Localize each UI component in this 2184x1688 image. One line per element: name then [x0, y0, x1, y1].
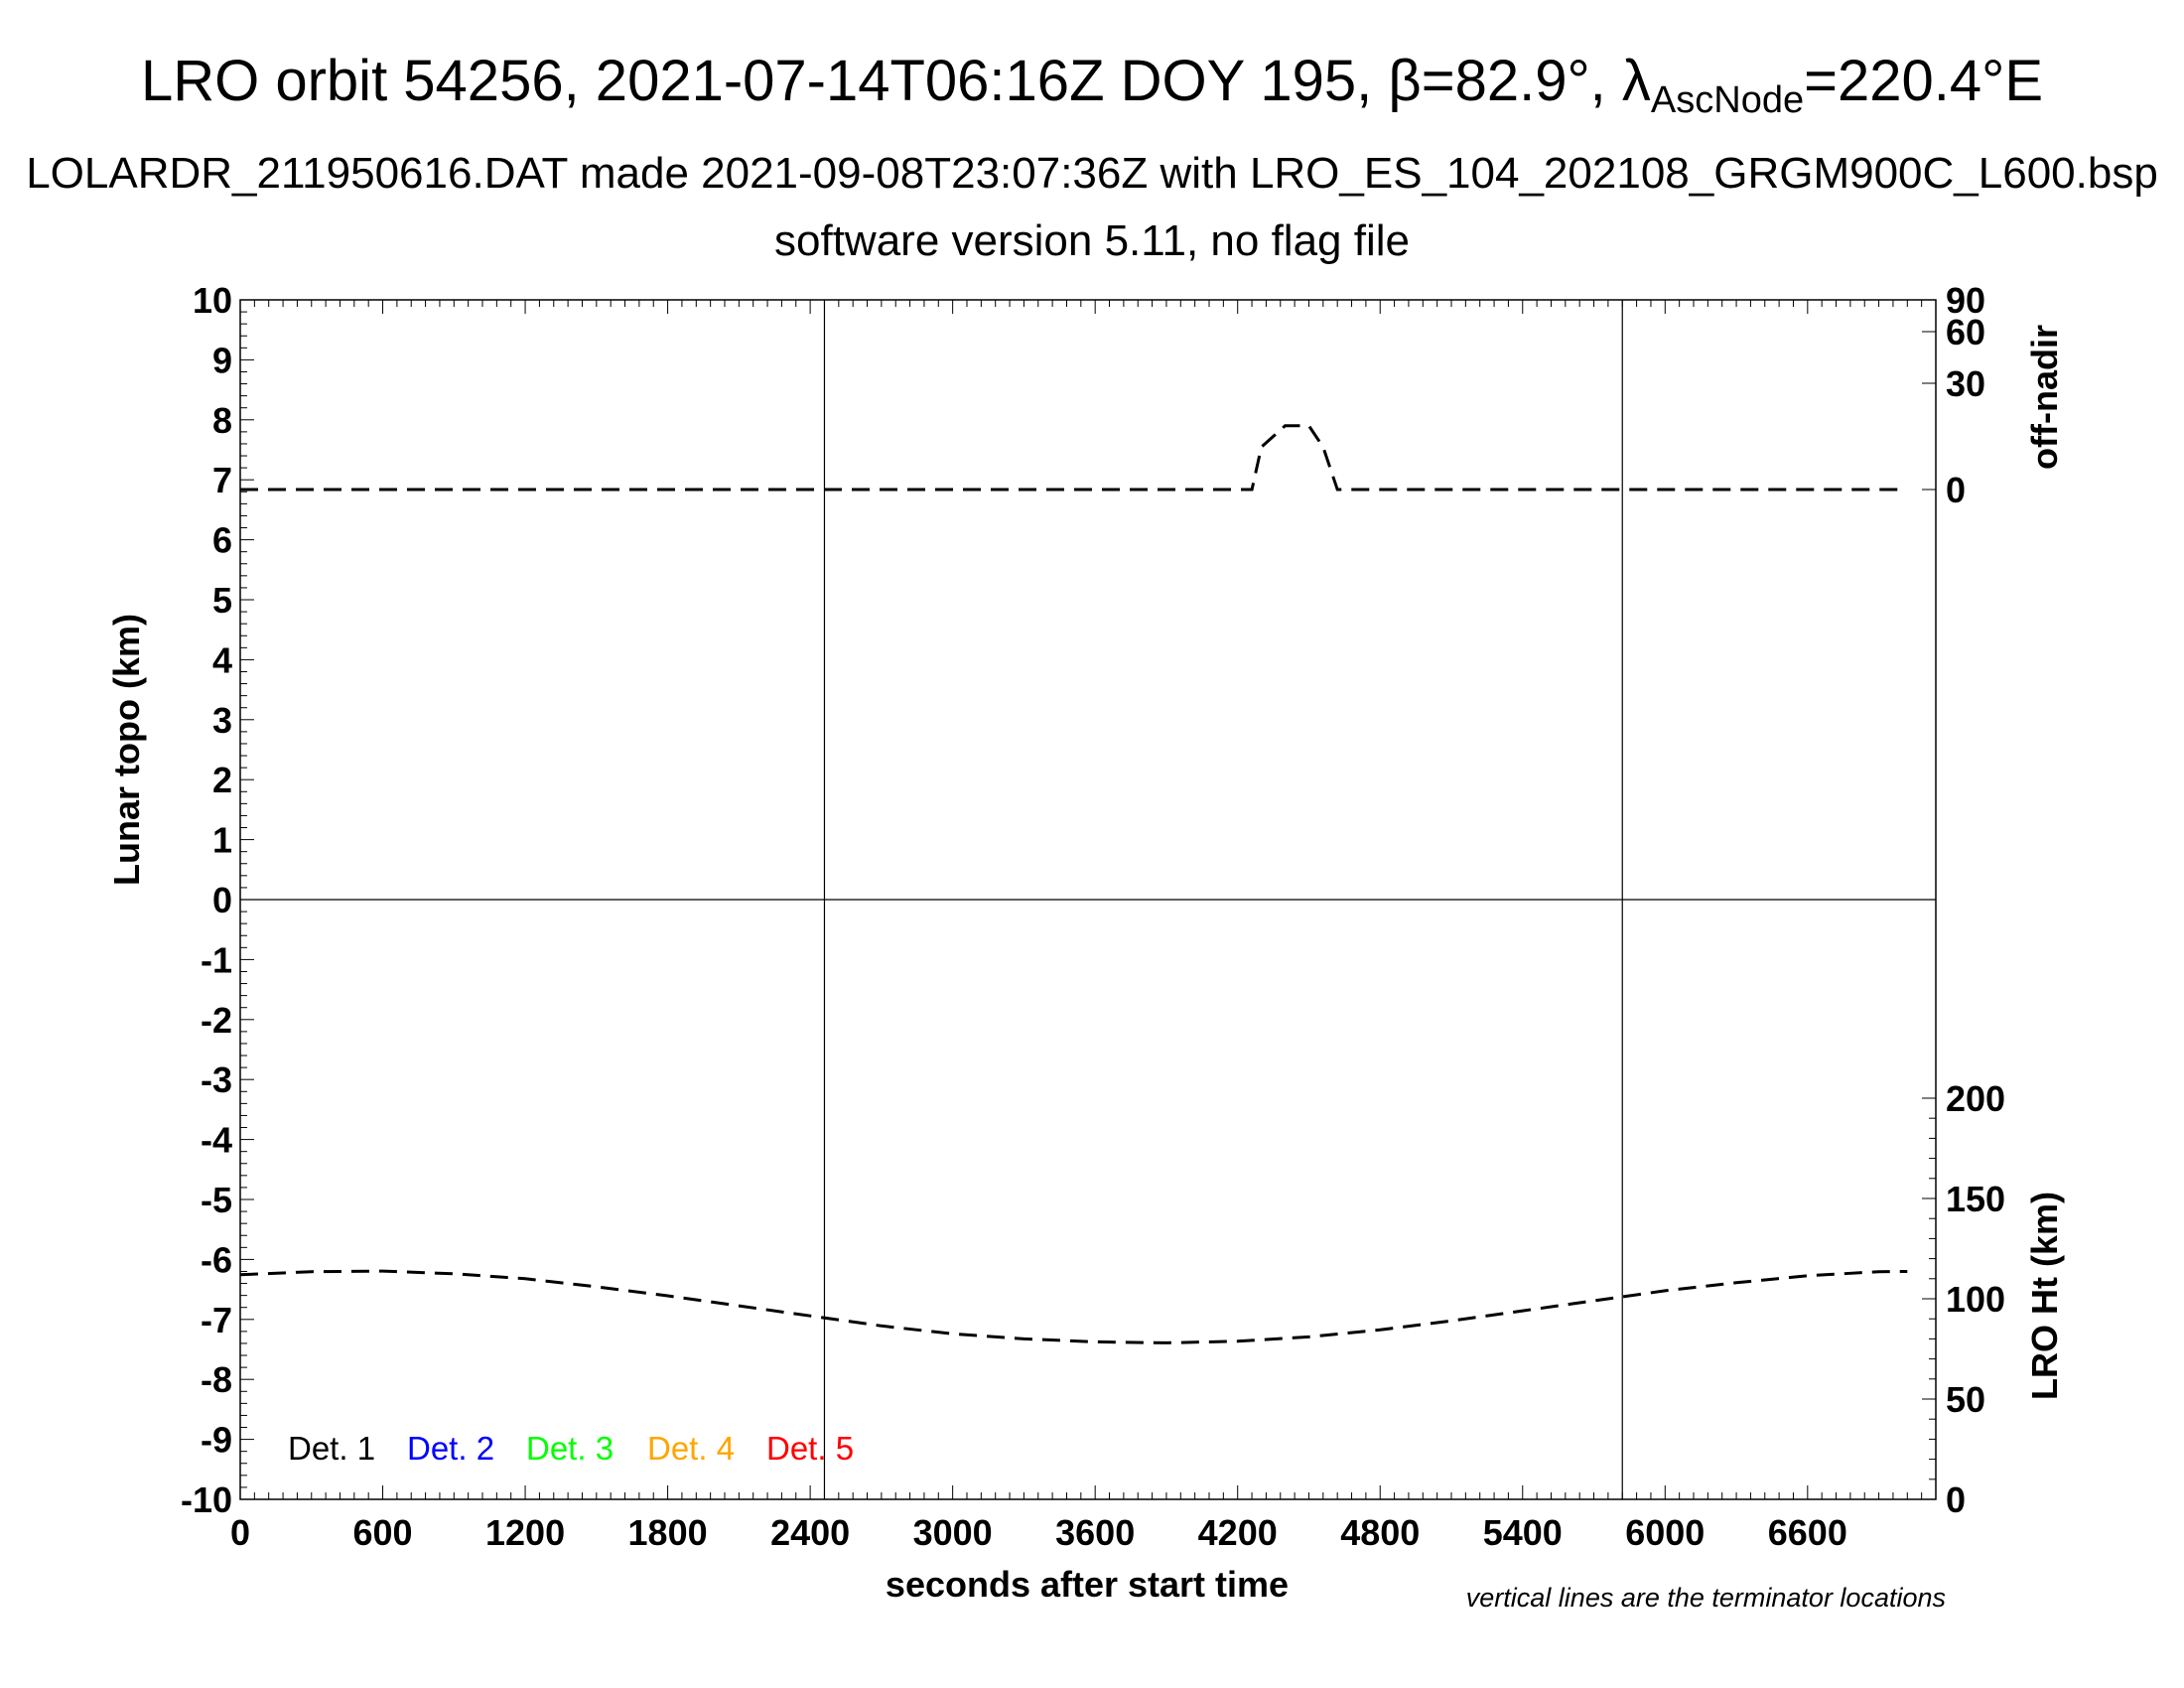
y-tick-label: 2 [212, 760, 232, 800]
y-tick-label: 3 [212, 700, 232, 741]
x-tick-label: 1800 [628, 1512, 708, 1553]
legend-item: Det. 4 [647, 1430, 735, 1467]
x-tick-label: 6000 [1625, 1512, 1705, 1553]
off-nadir-tick-label: 0 [1946, 470, 1966, 510]
reference-lines [240, 300, 1936, 1499]
chart-subtitle: LOLARDR_211950616.DAT made 2021-09-08T23… [26, 149, 2158, 198]
legend: Det. 1 Det. 2 Det. 3 Det. 4 Det. 5 [288, 1430, 854, 1467]
y-tick-label: 1 [212, 820, 232, 861]
y-tick-label: -6 [201, 1239, 232, 1280]
x-tick-label: 5400 [1483, 1512, 1563, 1553]
series-lines [239, 424, 1908, 1344]
y-tick-label: -2 [201, 1000, 232, 1041]
legend-item: Det. 2 [407, 1430, 494, 1467]
y-tick-label: -1 [201, 939, 232, 980]
x-tick-label: 3600 [1055, 1512, 1135, 1553]
height-axis-title: LRO Ht (km) [2024, 1192, 2065, 1400]
lro-height-line [239, 1269, 1908, 1344]
off-nadir-tick-label: 90 [1946, 280, 1985, 321]
chart-title-subscript: AscNode [1650, 79, 1805, 121]
y-tick-label: -4 [201, 1120, 232, 1161]
x-tick-label: 3000 [913, 1512, 993, 1553]
x-tick-label: 4200 [1198, 1512, 1278, 1553]
y-tick-label: -9 [201, 1420, 232, 1461]
plot-frame [239, 299, 1937, 1500]
chart-title: LRO orbit 54256, 2021-07-14T06:16Z DOY 1… [0, 48, 2184, 119]
x-tick-label: 0 [230, 1512, 250, 1553]
chart-title-end: =220.4°E [1804, 49, 2044, 113]
y-tick-label: -10 [181, 1479, 232, 1520]
y-tick-label: 6 [212, 520, 232, 561]
y-tick-label: 0 [212, 880, 232, 920]
height-tick-label: 200 [1946, 1078, 2005, 1119]
y-tick-label: -3 [201, 1059, 232, 1100]
legend-item: Det. 5 [766, 1430, 854, 1467]
height-tick-label: 50 [1946, 1379, 1985, 1420]
x-axis-title: seconds after start time [886, 1564, 1289, 1605]
y-tick-label: 10 [193, 280, 232, 321]
legend-item: Det. 1 [288, 1430, 375, 1467]
y-tick-label: 9 [212, 340, 232, 380]
height-tick-label: 150 [1946, 1179, 2005, 1219]
off-nadir-axis-title: off-nadir [2024, 325, 2065, 470]
y-tick-label: -5 [201, 1180, 232, 1220]
height-tick-label: 0 [1946, 1479, 1966, 1520]
y-axis-title: Lunar topo (km) [106, 614, 147, 886]
off-nadir-line [240, 424, 1903, 492]
chart-title-text: LRO orbit 54256, 2021-07-14T06:16Z DOY 1… [140, 49, 1651, 113]
off-nadir-tick-label: 60 [1946, 312, 1985, 352]
x-tick-label: 6600 [1768, 1512, 1847, 1553]
y-tick-label: 7 [212, 460, 232, 500]
x-tick-label: 600 [352, 1512, 412, 1553]
off-nadir-tick-label: 30 [1946, 363, 1985, 404]
height-tick-label: 100 [1946, 1279, 2005, 1320]
tick-labels: 0 600 1200 1800 2400 3000 3600 4200 4800 5400 6000… [181, 280, 2005, 1553]
chart-subtitle-software: software version 5.11, no flag file [774, 216, 1410, 265]
legend-item: Det. 3 [526, 1430, 614, 1467]
terminator-note: vertical lines are the terminator locati… [1466, 1583, 1946, 1613]
y-tick-label: -8 [201, 1359, 232, 1400]
x-tick-label: 1200 [485, 1512, 565, 1553]
y-tick-label: 4 [212, 639, 232, 680]
x-tick-label: 4800 [1340, 1512, 1420, 1553]
y-tick-label: 5 [212, 580, 232, 621]
y-tick-label: -7 [201, 1300, 232, 1340]
y-tick-label: 8 [212, 400, 232, 441]
x-tick-label: 2400 [770, 1512, 850, 1553]
